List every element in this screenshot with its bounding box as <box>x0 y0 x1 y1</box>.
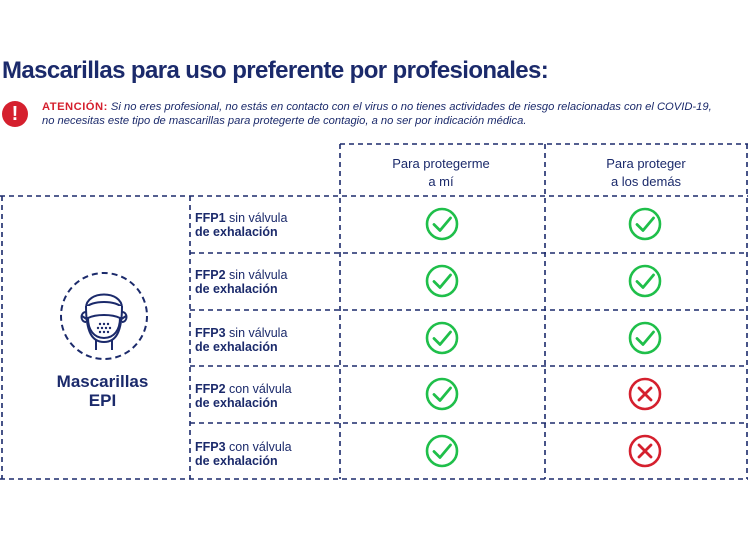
row-label-5: FFP3 con válvula de exhalación <box>195 440 292 468</box>
row-label-1: FFP1 sin válvula de exhalación <box>195 211 288 239</box>
check-icon <box>628 321 662 355</box>
check-icon <box>425 207 459 241</box>
check-icon <box>425 434 459 468</box>
warning-line1: Si no eres profesional, no estás en cont… <box>107 101 712 113</box>
column-header-protect-others: Para proteger a los demás <box>606 156 686 189</box>
check-icon <box>628 207 662 241</box>
warning-line2: no necesitas este tipo de mascarillas pa… <box>42 114 527 127</box>
warning-text: ATENCIÓN: Si no eres profesional, no est… <box>42 101 750 128</box>
check-icon <box>425 321 459 355</box>
check-icon <box>425 377 459 411</box>
check-icon <box>425 264 459 298</box>
exclamation-icon: ! <box>2 101 28 127</box>
cross-icon <box>628 377 662 411</box>
row-label-2: FFP2 sin válvula de exhalación <box>195 268 288 296</box>
face-mask-icon <box>60 272 148 360</box>
check-icon <box>628 264 662 298</box>
row-label-4: FFP2 con válvula de exhalación <box>195 382 292 410</box>
page-title: Mascarillas para uso preferente por prof… <box>2 57 549 84</box>
row-label-3: FFP3 sin válvula de exhalación <box>195 326 288 354</box>
warning-label: ATENCIÓN: <box>42 101 108 113</box>
cross-icon <box>628 434 662 468</box>
column-header-protect-self: Para protegerme a mí <box>392 156 490 189</box>
group-label-epi: Mascarillas EPI <box>56 372 149 410</box>
